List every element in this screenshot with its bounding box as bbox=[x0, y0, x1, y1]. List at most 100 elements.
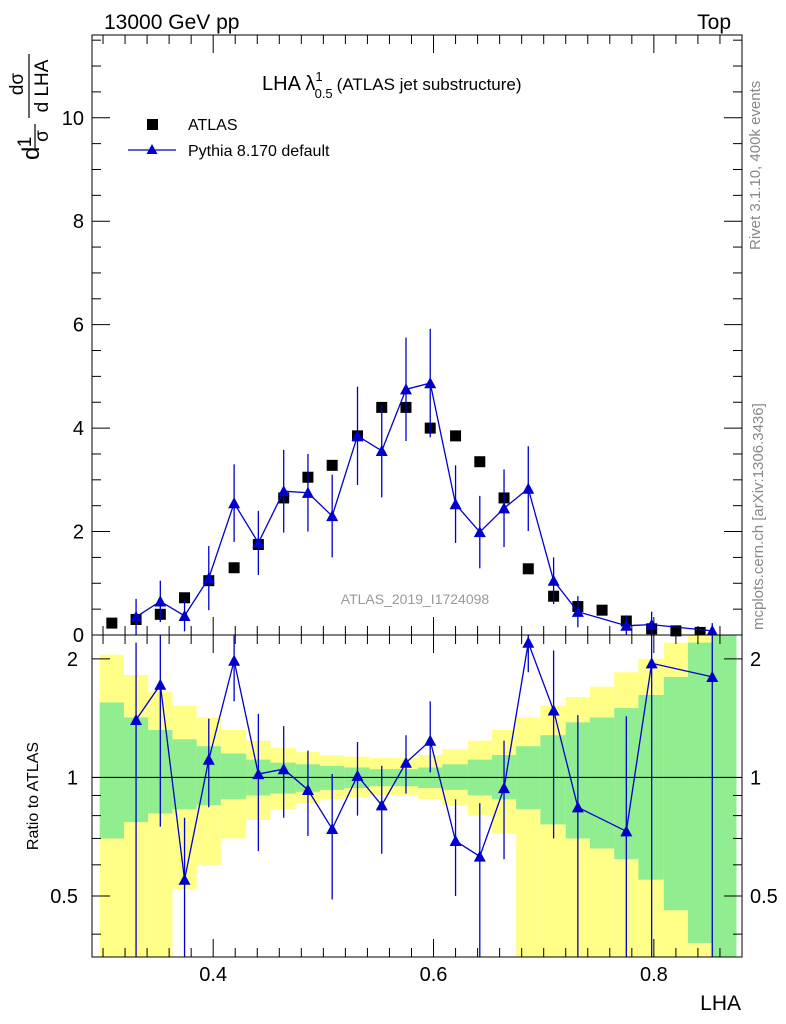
xtick-label: 0.4 bbox=[199, 964, 227, 986]
ratio-ytick-label: 0.5 bbox=[50, 886, 78, 908]
legend: ATLAS Pythia 8.170 default bbox=[128, 117, 330, 160]
ratio-plot-frame bbox=[91, 634, 743, 958]
ratio-ylabel: Ratio to ATLAS bbox=[25, 742, 42, 850]
ratio-ytick-label: 2 bbox=[67, 649, 78, 671]
ratio-point bbox=[326, 822, 339, 835]
green-band-bin bbox=[172, 739, 197, 810]
main-title-text: LHA λ bbox=[262, 73, 315, 95]
atlas-point bbox=[596, 604, 608, 616]
main-marks bbox=[106, 328, 719, 638]
ratio-ytick-label: 1 bbox=[67, 767, 78, 789]
pythia-point bbox=[473, 526, 486, 538]
atlas-point bbox=[228, 562, 240, 574]
pythia-point bbox=[620, 619, 633, 631]
legend-atlas-label: ATLAS bbox=[188, 117, 238, 134]
ratio-point bbox=[202, 753, 215, 765]
legend-pythia-label: Pythia 8.170 default bbox=[188, 143, 330, 160]
ratio-point bbox=[522, 636, 535, 648]
ratio-point bbox=[154, 678, 167, 690]
pythia-point bbox=[154, 595, 167, 607]
main-ytick-label: 8 bbox=[73, 211, 84, 233]
main-ytick-label: 4 bbox=[73, 418, 84, 440]
analysis-label: ATLAS_2019_I1724098 bbox=[341, 591, 490, 607]
pythia-point bbox=[301, 486, 314, 498]
pythia-point bbox=[178, 609, 191, 621]
main-title-subscript: 0.5 bbox=[315, 86, 333, 101]
main-ytick-label: 10 bbox=[62, 108, 84, 130]
mcplots-label: mcplots.cern.ch [arXiv:1306.3436] bbox=[750, 403, 767, 630]
ratio-point bbox=[473, 850, 486, 862]
ylabel-numerator-1: 1 bbox=[15, 137, 36, 148]
ratio-point bbox=[252, 768, 265, 780]
ratio-point bbox=[351, 769, 364, 781]
main-ytick-label: 6 bbox=[73, 315, 84, 337]
ratio-bands bbox=[92, 635, 742, 957]
ratio-point bbox=[706, 670, 719, 683]
ylabel-denominator-2: d LHA bbox=[32, 59, 53, 112]
ylabel-numerator-2: dσ bbox=[7, 73, 28, 96]
green-band-bin bbox=[99, 702, 124, 839]
ratio-point bbox=[571, 801, 584, 813]
ratio-point bbox=[449, 834, 462, 847]
ratio-point bbox=[178, 873, 191, 885]
pythia-line bbox=[135, 382, 713, 632]
ratio-point bbox=[277, 763, 290, 775]
pythia-point bbox=[571, 605, 584, 617]
main-ytick-label: 0 bbox=[73, 625, 84, 647]
ratio-marks bbox=[130, 635, 719, 957]
atlas-point bbox=[522, 563, 534, 575]
main-title: LHA λ1 0.5 (ATLAS jet substructure) bbox=[262, 69, 522, 101]
ratio-point bbox=[498, 782, 511, 794]
header-left: 13000 GeV pp bbox=[104, 11, 239, 34]
pythia-point bbox=[645, 618, 658, 630]
atlas-point bbox=[450, 430, 462, 442]
ratio-point bbox=[645, 657, 658, 669]
ratio-ytick-label-right: 1 bbox=[750, 767, 761, 789]
atlas-point bbox=[326, 459, 338, 471]
main-title-suffix: (ATLAS jet substructure) bbox=[337, 75, 522, 94]
pythia-point bbox=[424, 377, 437, 389]
ratio-ytick-label-right: 0.5 bbox=[750, 886, 778, 908]
xlabel: LHA bbox=[700, 992, 741, 1015]
ratio-point bbox=[301, 783, 314, 795]
ratio-ytick-label-right: 2 bbox=[750, 649, 761, 671]
ratio-point bbox=[399, 756, 412, 768]
pythia-point bbox=[399, 383, 412, 395]
pythia-point bbox=[326, 510, 339, 522]
ratio-panel: 0.5 0.5 1 1 2 2 0.4 0.6 0.8 Ratio to ATLAS LHA bbox=[25, 634, 778, 1015]
ratio-point bbox=[228, 654, 241, 666]
atlas-point bbox=[106, 617, 118, 629]
green-band-bin bbox=[589, 717, 615, 849]
ratio-point bbox=[547, 704, 560, 716]
pythia-point bbox=[498, 502, 511, 514]
main-title-superscript: 1 bbox=[315, 69, 322, 84]
atlas-point bbox=[694, 626, 706, 638]
pythia-point bbox=[706, 624, 719, 636]
pythia-point bbox=[522, 482, 535, 494]
ratio-point bbox=[130, 713, 143, 726]
pythia-point bbox=[202, 572, 215, 584]
legend-atlas-marker bbox=[147, 119, 158, 130]
header-right: Top bbox=[697, 11, 731, 34]
green-band-bin bbox=[220, 753, 247, 800]
atlas-point bbox=[474, 456, 486, 468]
legend-pythia-marker bbox=[146, 144, 158, 154]
pythia-point bbox=[130, 610, 143, 622]
pythia-point bbox=[228, 497, 241, 509]
xtick-label: 0.8 bbox=[640, 964, 668, 986]
pythia-point bbox=[375, 444, 388, 456]
pythia-point bbox=[351, 429, 364, 441]
ylabel-denominator-1: σ bbox=[32, 130, 53, 142]
main-ytick-label: 2 bbox=[73, 522, 84, 544]
pythia-point bbox=[449, 498, 462, 510]
main-ylabel: d 1 σ dσ d LHA bbox=[7, 54, 53, 160]
main-yticks: 0 2 4 6 8 10 bbox=[62, 35, 742, 647]
ratio-point bbox=[375, 799, 388, 811]
rivet-label: Rivet 3.1.10, 400k events bbox=[747, 81, 764, 250]
ratio-ticks: 0.5 0.5 1 1 2 2 0.4 0.6 0.8 bbox=[50, 635, 778, 986]
xtick-label: 0.6 bbox=[420, 964, 448, 986]
ratio-line bbox=[135, 640, 713, 880]
pythia-point bbox=[277, 485, 290, 497]
